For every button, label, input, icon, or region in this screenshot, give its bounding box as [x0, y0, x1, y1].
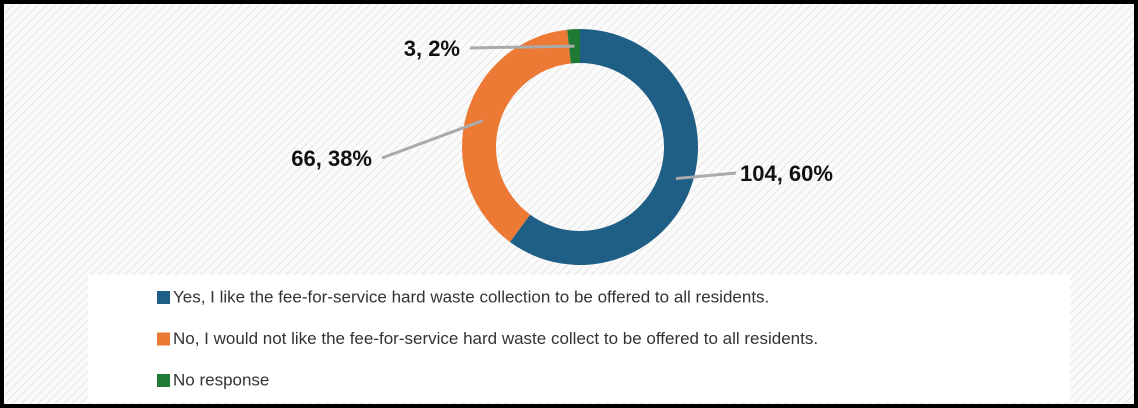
donut-slice: [509, 29, 698, 266]
legend-swatch: [157, 291, 170, 304]
leader-line: [675, 171, 737, 181]
leader-line: [469, 44, 575, 50]
legend-label: No response: [173, 370, 269, 389]
donut-slice: [462, 29, 571, 242]
legend-label: Yes, I like the fee-for-service hard was…: [173, 287, 769, 306]
legend-label: No, I would not like the fee-for-service…: [173, 329, 818, 348]
legend-box: [88, 275, 1070, 402]
data-label: 3, 2%: [404, 36, 460, 61]
legend-swatch: [157, 332, 170, 346]
data-label: 104, 60%: [740, 161, 833, 186]
leader-line: [381, 119, 484, 160]
legend-swatch: [157, 374, 170, 387]
data-label: 66, 38%: [291, 146, 372, 171]
